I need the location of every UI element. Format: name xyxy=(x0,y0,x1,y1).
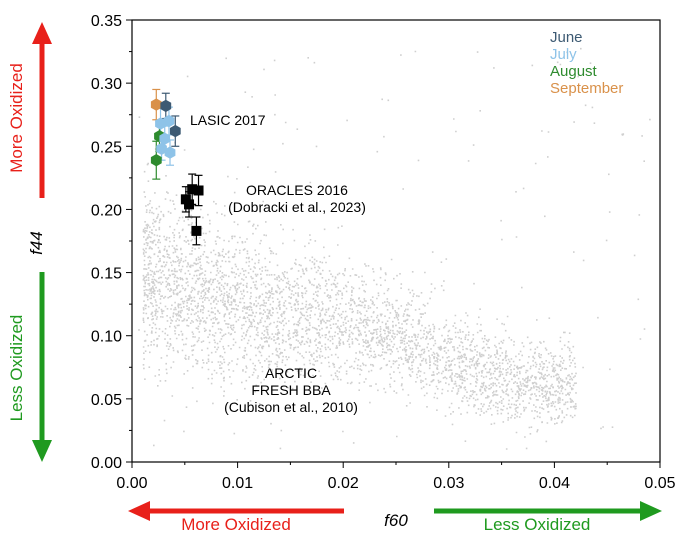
y-axis-ticks: 0.00 0.05 0.10 0.15 0.20 0.25 0.30 0.35 xyxy=(91,13,132,472)
oracles-2016-point xyxy=(184,199,195,210)
x-axis-ticks: 0.00 0.01 0.02 0.03 0.04 0.05 xyxy=(116,462,676,492)
x-tick-label: 0.04 xyxy=(539,475,570,492)
annotation-oracles-ref: (Dobracki et al., 2023) xyxy=(228,199,366,215)
legend: June July August September xyxy=(550,29,623,97)
july-point xyxy=(155,117,166,130)
arrow-x-right-label: Less Oxidized xyxy=(484,515,591,534)
arrow-y-up-label: More Oxidized xyxy=(7,63,26,173)
annotation-arctic-ref: (Cubison et al., 2010) xyxy=(224,399,358,415)
y-tick-label: 0.20 xyxy=(91,202,122,219)
july-point xyxy=(159,132,171,145)
oracles-2016-point xyxy=(193,185,204,196)
y-tick-label: 0.25 xyxy=(91,139,122,156)
oracles-2016-point xyxy=(180,194,191,205)
oracles-2016-point xyxy=(191,225,202,236)
annotation-lasic: LASIC 2017 xyxy=(190,112,266,128)
x-tick-label: 0.01 xyxy=(222,475,253,492)
june-point xyxy=(160,99,172,113)
x-tick-label: 0.02 xyxy=(328,475,359,492)
july-point xyxy=(163,114,175,128)
x-axis-title: f60 xyxy=(384,511,408,530)
august-point xyxy=(150,154,162,167)
y-tick-label: 0.00 xyxy=(91,455,122,472)
x-tick-label: 0.00 xyxy=(116,475,147,492)
legend-july: July xyxy=(550,46,577,63)
july-point xyxy=(156,142,167,155)
y-tick-label: 0.05 xyxy=(91,392,122,409)
annotation-arctic-fresh: FRESH BBA xyxy=(251,382,331,398)
legend-september: September xyxy=(550,80,623,97)
arrow-y-down: Less Oxidized xyxy=(7,272,52,462)
y-tick-label: 0.10 xyxy=(91,329,122,346)
july-point xyxy=(164,146,176,159)
annotation-arctic: ARCTIC xyxy=(265,365,317,381)
data-markers xyxy=(150,98,204,236)
arrow-y-down-label: Less Oxidized xyxy=(7,315,26,422)
x-tick-label: 0.03 xyxy=(433,475,464,492)
y-tick-label: 0.35 xyxy=(91,13,122,30)
september-point xyxy=(150,98,162,111)
y-axis-title: f44 xyxy=(27,231,46,255)
y-tick-label: 0.30 xyxy=(91,76,122,93)
annotation-oracles: ORACLES 2016 xyxy=(246,182,348,198)
arrow-x-left-label: More Oxidized xyxy=(181,515,291,534)
arrow-x-right: Less Oxidized xyxy=(434,501,662,534)
arrow-y-up: More Oxidized xyxy=(7,22,52,198)
oracles-2016-point xyxy=(187,184,198,195)
x-tick-label: 0.05 xyxy=(644,475,675,492)
arctic-fresh-bba-points xyxy=(138,47,651,450)
background-scatter-cloud xyxy=(138,47,651,450)
june-point xyxy=(169,124,181,138)
arrow-x-left: More Oxidized xyxy=(128,501,344,534)
legend-june: June xyxy=(550,29,583,46)
legend-august: August xyxy=(550,63,598,80)
y-tick-label: 0.15 xyxy=(91,266,122,283)
